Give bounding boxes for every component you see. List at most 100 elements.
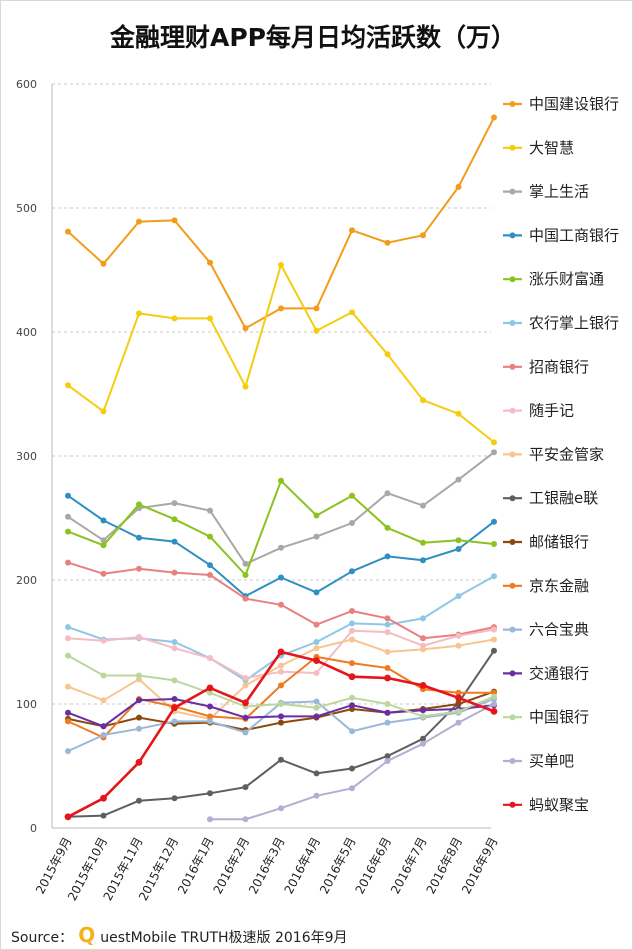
data-point <box>491 636 497 643</box>
data-point <box>207 816 213 823</box>
data-point <box>242 560 249 567</box>
data-point <box>313 533 320 540</box>
legend-swatch-dot <box>509 188 516 195</box>
x-tick-label: 2016年1月 <box>175 835 217 896</box>
data-point <box>207 533 213 540</box>
data-point <box>171 217 178 224</box>
data-point <box>455 410 462 417</box>
data-point <box>384 648 391 655</box>
data-point <box>313 698 320 705</box>
source-prefix: Source： <box>11 930 73 946</box>
series-15 <box>207 701 497 823</box>
data-point <box>384 621 391 628</box>
data-point <box>242 595 249 602</box>
data-point <box>136 565 142 572</box>
data-point <box>207 790 213 797</box>
series-line <box>67 117 495 330</box>
legend-label: 邮储银行 <box>529 533 589 551</box>
data-point <box>455 183 462 190</box>
data-point <box>384 719 391 726</box>
data-point <box>65 513 71 520</box>
data-point <box>313 621 320 628</box>
series-7 <box>65 626 497 681</box>
y-tick-label: 200 <box>16 574 37 587</box>
data-point <box>349 728 355 735</box>
data-point <box>420 502 426 509</box>
legend-item: 蚂蚁聚宝 <box>503 796 589 814</box>
legend-swatch-dot <box>509 232 516 239</box>
data-point <box>349 636 355 643</box>
data-point <box>171 538 178 545</box>
legend-swatch-dot <box>509 363 516 370</box>
data-point <box>420 635 426 642</box>
data-point <box>242 784 249 791</box>
data-point <box>455 476 462 483</box>
data-point <box>455 546 462 552</box>
data-point <box>420 735 426 742</box>
legend-swatch-dot <box>509 714 516 721</box>
legend-label: 平安金管家 <box>529 445 604 463</box>
data-point <box>455 708 462 715</box>
data-point <box>278 662 284 669</box>
data-point <box>65 228 71 235</box>
data-point <box>313 645 320 652</box>
legend-item: 中国工商银行 <box>503 226 619 244</box>
data-point <box>100 260 107 267</box>
x-tick-label: 2015年9月 <box>33 835 75 896</box>
data-point <box>100 732 107 738</box>
series-14 <box>65 652 497 720</box>
legend-item: 工银融e联 <box>503 489 598 507</box>
data-point <box>490 708 498 715</box>
legend-item: 六合宝典 <box>503 621 589 639</box>
data-point <box>384 615 391 622</box>
legend-swatch-dot <box>509 626 516 633</box>
legend-label: 买单吧 <box>529 752 574 770</box>
data-point <box>349 660 355 667</box>
data-point <box>65 624 71 631</box>
legend-item: 随手记 <box>503 402 574 420</box>
data-point <box>349 520 355 526</box>
grid <box>51 83 491 829</box>
data-point <box>207 315 213 322</box>
x-tick-label: 2016年8月 <box>424 835 466 896</box>
legend-swatch-dot <box>509 495 516 502</box>
data-point <box>278 262 284 268</box>
data-point <box>171 315 178 322</box>
legend-label: 中国银行 <box>529 708 589 726</box>
series-4 <box>65 477 497 578</box>
data-point <box>384 524 391 531</box>
data-point <box>491 439 497 446</box>
data-point <box>207 655 213 662</box>
data-point <box>384 239 391 246</box>
y-tick-label: 100 <box>16 698 37 711</box>
legend-item: 中国建设银行 <box>503 95 619 113</box>
data-point <box>278 719 284 726</box>
y-tick-label: 300 <box>16 450 37 463</box>
legend-swatch-dot <box>509 670 516 677</box>
series-3 <box>65 492 497 600</box>
data-point <box>136 218 142 225</box>
data-point <box>65 718 71 725</box>
data-point <box>313 670 320 676</box>
data-point <box>349 702 355 709</box>
data-point <box>349 492 355 499</box>
legend-item: 掌上生活 <box>503 183 589 201</box>
series-9 <box>65 647 497 820</box>
legend-item: 涨乐财富通 <box>503 270 604 288</box>
data-point <box>349 765 355 772</box>
legend-swatch-dot <box>509 407 516 414</box>
data-point <box>242 675 249 681</box>
x-axis-ticks: 2015年9月2015年10月2015年11月2015年12月2016年1月20… <box>33 835 501 903</box>
data-point <box>100 637 107 644</box>
data-point <box>313 770 320 777</box>
series-16 <box>64 648 498 821</box>
data-point <box>455 694 462 702</box>
data-point <box>420 539 426 546</box>
legend-item: 农行掌上银行 <box>503 314 619 332</box>
data-point <box>278 305 284 312</box>
data-point <box>313 657 320 664</box>
data-point <box>313 639 320 645</box>
data-point <box>136 797 142 804</box>
data-point <box>278 713 284 720</box>
